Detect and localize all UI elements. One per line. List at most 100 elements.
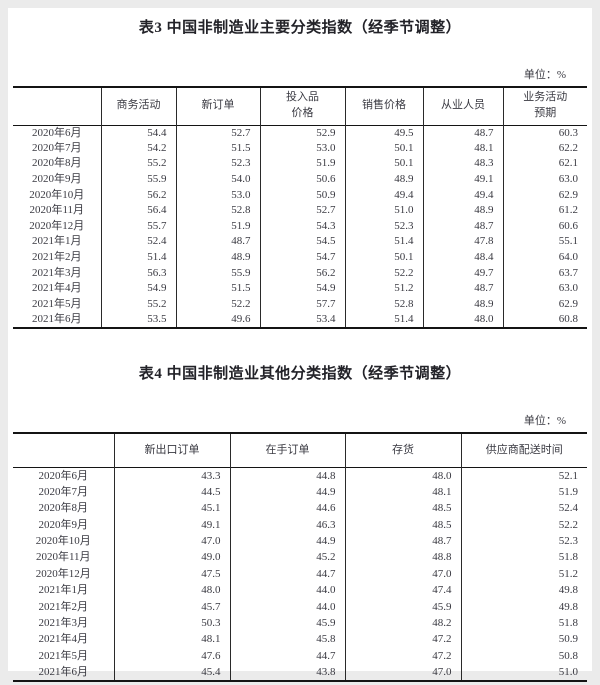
value-cell: 48.9 — [422, 202, 503, 219]
row-label: 2020年7月 — [32, 141, 82, 154]
value-cell: 49.7 — [422, 265, 503, 281]
value-cell: 53.4 — [259, 312, 345, 328]
value-cell: 57.7 — [259, 296, 345, 313]
table-row: 2021年3月 56.3 55.9 56.2 52.2 49.7 63.7 — [13, 265, 587, 281]
value-cell: 47.5 — [113, 566, 230, 583]
value-cell: 53.5 — [100, 312, 176, 328]
column-header: 从业人员 — [422, 87, 503, 125]
value-cell: 62.9 — [502, 187, 587, 203]
value-cell: 52.2 — [460, 516, 587, 534]
table-row: 2020年9月 49.1 46.3 48.5 52.2 — [13, 516, 587, 534]
value-cell: 48.9 — [422, 296, 503, 313]
row-label: 2020年6月 — [32, 126, 82, 139]
value-cell: 52.4 — [460, 500, 587, 517]
value-cell: 56.2 — [100, 187, 176, 203]
value-cell: 47.4 — [344, 582, 461, 599]
table-row: 2020年9月 55.9 54.0 50.6 48.9 49.1 63.0 — [13, 171, 587, 188]
value-cell: 53.0 — [259, 140, 345, 157]
value-cell: 44.8 — [229, 467, 345, 485]
value-cell: 45.9 — [344, 598, 461, 616]
column-header: 新订单 — [175, 87, 260, 125]
value-cell: 56.3 — [100, 265, 176, 281]
value-cell: 49.8 — [460, 598, 587, 616]
value-cell: 45.1 — [113, 500, 230, 517]
value-cell: 54.3 — [259, 218, 345, 235]
value-cell: 48.0 — [113, 582, 230, 599]
value-cell: 52.2 — [344, 265, 423, 281]
value-cell: 54.5 — [259, 234, 345, 250]
row-label: 2021年4月 — [32, 282, 82, 295]
value-cell: 55.7 — [100, 218, 176, 235]
column-header: 新出口订单 — [113, 432, 230, 468]
row-label: 2021年6月 — [32, 312, 82, 325]
value-cell: 48.9 — [344, 171, 423, 188]
value-cell: 48.7 — [422, 218, 503, 235]
value-cell: 45.9 — [229, 615, 345, 632]
row-label: 2021年2月 — [38, 600, 89, 613]
row-label: 2021年2月 — [32, 251, 82, 264]
value-cell: 54.4 — [100, 125, 176, 141]
row-label: 2021年4月 — [38, 633, 89, 646]
table-row: 2020年10月 47.0 44.9 48.7 52.3 — [13, 533, 587, 550]
value-cell: 51.5 — [175, 280, 260, 297]
table-row: 2020年12月 55.7 51.9 54.3 52.3 48.7 60.6 — [13, 218, 587, 235]
table-row: 2021年1月 48.0 44.0 47.4 49.8 — [13, 582, 587, 599]
row-label: 2020年7月 — [38, 485, 89, 498]
value-cell: 50.1 — [344, 156, 423, 172]
value-cell: 45.4 — [113, 664, 230, 681]
value-cell: 50.8 — [460, 648, 587, 665]
table4-unit-label: 单位：% — [523, 414, 566, 427]
value-cell: 50.6 — [259, 171, 345, 188]
value-cell: 52.7 — [259, 202, 345, 219]
value-cell: 51.2 — [460, 566, 587, 583]
table-row: 2020年11月 49.0 45.2 48.8 51.8 — [13, 549, 587, 567]
table-row: 2021年3月 50.3 45.9 48.2 51.8 — [13, 615, 587, 632]
value-cell: 51.0 — [460, 664, 587, 681]
value-cell: 50.9 — [460, 631, 587, 649]
value-cell: 48.1 — [113, 631, 230, 649]
table4-title: 表4 中国非制造业其他分类指数（经季节调整） — [138, 365, 462, 382]
column-header: 商务活动 — [100, 87, 176, 125]
row-label: 2021年5月 — [32, 297, 82, 310]
value-cell: 54.7 — [259, 249, 345, 266]
value-cell: 47.2 — [344, 648, 461, 665]
value-cell: 47.0 — [344, 664, 461, 681]
value-cell: 47.8 — [422, 234, 503, 250]
table-row: 2021年4月 48.1 45.8 47.2 50.9 — [13, 631, 587, 649]
table4: 新出口订单 在手订单 存货 供应商配送时间 2020年6月 43.3 44.8 48.0 52.… — [13, 432, 587, 682]
value-cell: 63.0 — [502, 280, 587, 297]
value-cell: 52.3 — [344, 218, 423, 235]
value-cell: 52.7 — [175, 125, 260, 141]
value-cell: 44.9 — [229, 533, 345, 550]
value-cell: 52.3 — [460, 533, 587, 550]
table-row: 2020年8月 45.1 44.6 48.5 52.4 — [13, 500, 587, 517]
value-cell: 49.8 — [460, 582, 587, 599]
table-row: 2021年1月 52.4 48.7 54.5 51.4 47.8 55.1 — [13, 234, 587, 250]
table-row: 2021年6月 45.4 43.8 47.0 51.0 — [13, 664, 587, 681]
value-cell: 49.6 — [175, 312, 260, 328]
value-cell: 47.0 — [113, 533, 230, 550]
table-row: 2021年5月 55.2 52.2 57.7 52.8 48.9 62.9 — [13, 296, 587, 313]
value-cell: 55.9 — [175, 265, 260, 281]
row-label: 2020年8月 — [32, 157, 82, 170]
value-cell: 49.1 — [422, 171, 503, 188]
row-label: 2020年10月 — [35, 534, 91, 547]
value-cell: 51.8 — [460, 615, 587, 632]
value-cell: 52.1 — [460, 467, 587, 485]
column-header: 在手订单 — [229, 432, 345, 468]
table-row: 2020年6月 54.4 52.7 52.9 49.5 48.7 60.3 — [13, 125, 587, 141]
table-row: 2021年5月 47.6 44.7 47.2 50.8 — [13, 648, 587, 665]
value-cell: 50.1 — [344, 140, 423, 157]
value-cell: 56.4 — [100, 202, 176, 219]
value-cell: 51.2 — [344, 280, 423, 297]
column-header: 业务活动 预期 — [502, 87, 587, 125]
value-cell: 51.0 — [344, 202, 423, 219]
value-cell: 55.9 — [100, 171, 176, 188]
value-cell: 45.8 — [229, 631, 345, 649]
value-cell: 51.9 — [460, 484, 587, 501]
column-header: 销售价格 — [344, 87, 423, 125]
table3-title: 表3 中国非制造业主要分类指数（经季节调整） — [138, 20, 462, 36]
value-cell: 48.5 — [344, 516, 461, 534]
value-cell: 48.7 — [422, 280, 503, 297]
table-row: 2021年4月 54.9 51.5 54.9 51.2 48.7 63.0 — [13, 280, 587, 297]
